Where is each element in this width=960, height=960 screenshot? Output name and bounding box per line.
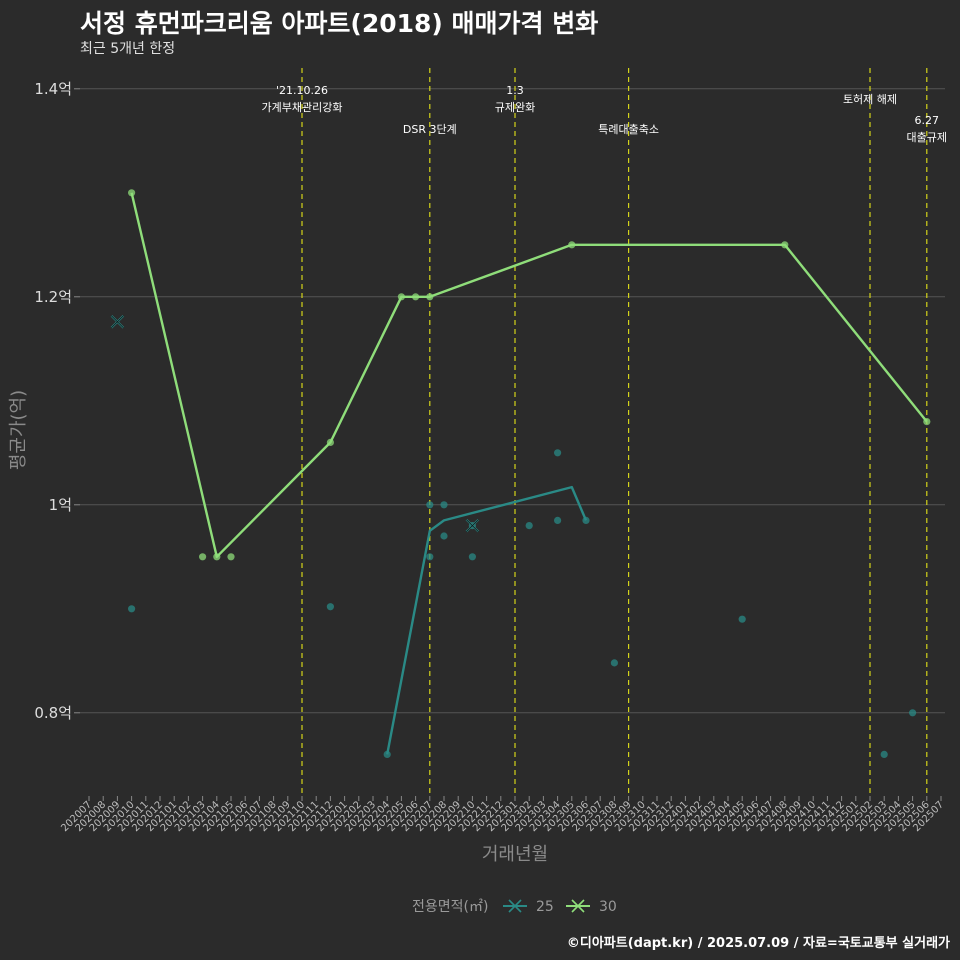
data-point-25 <box>909 709 917 717</box>
series-line-25 <box>386 485 588 755</box>
y-tick-label: 1.2억 <box>34 288 72 306</box>
event-label: 가계부채관리강화 <box>262 101 343 114</box>
y-axis-title: 평균가(억) <box>8 390 29 470</box>
event-label: 1.3 <box>506 84 524 97</box>
event-label: 토허제 해제 <box>843 92 897 106</box>
event-label: '21.10.26 <box>276 84 328 97</box>
data-point-25 <box>468 553 476 561</box>
cross-marker-outline-25 <box>466 519 479 532</box>
legend-label-30: 30 <box>599 899 617 915</box>
x-axis-title: 거래년월 <box>482 844 548 865</box>
data-point-30 <box>199 553 207 561</box>
y-tick-label: 1억 <box>49 496 72 514</box>
chart-subtitle: 최근 5개년 한정 <box>80 41 176 57</box>
grid-lines <box>80 88 945 714</box>
legend-marker-30 <box>571 899 585 913</box>
data-point-30 <box>227 553 235 561</box>
data-point-30 <box>128 189 136 197</box>
data-point-25 <box>880 750 888 759</box>
y-tick-label: 1.4억 <box>34 80 72 98</box>
source-caption: ©디아파트(dapt.kr) / 2025.07.09 / 자료=국토교통부 실… <box>566 936 950 951</box>
x-axis-ticks: 2020072020082020092020102020112020122021… <box>59 796 946 834</box>
event-label: DSR 3단계 <box>403 123 457 136</box>
data-point-25 <box>554 516 562 525</box>
data-point-25 <box>610 659 619 667</box>
data-point-25 <box>554 449 562 457</box>
legend-title: 전용면적(㎡) <box>412 899 488 915</box>
series-layer <box>110 189 931 759</box>
event-label: 규제완화 <box>495 101 535 114</box>
data-point-25 <box>426 553 434 561</box>
y-axis-ticks: 0.8억 1억 1.2억 1.4억 <box>34 80 80 722</box>
legend: 전용면적(㎡) 25 30 <box>412 899 617 915</box>
data-point-25 <box>440 532 448 540</box>
data-point-25 <box>738 615 746 623</box>
data-point-25 <box>426 501 434 509</box>
event-label: 특례대출축소 <box>598 123 659 136</box>
data-point-25 <box>128 605 136 613</box>
y-tick-label: 0.8억 <box>34 704 72 722</box>
data-point-25 <box>525 522 533 530</box>
legend-label-25: 25 <box>536 899 554 915</box>
event-label: 대출규제 <box>907 131 947 144</box>
series-line-30 <box>130 192 928 558</box>
chart-title: 서정 휴먼파크리움 아파트(2018) 매매가격 변화 <box>80 9 599 38</box>
cross-marker-outline-25 <box>111 315 124 329</box>
event-label: 6.27 <box>915 114 940 127</box>
legend-marker-25 <box>508 899 522 913</box>
data-point-25 <box>440 501 448 509</box>
data-point-25 <box>326 603 334 611</box>
